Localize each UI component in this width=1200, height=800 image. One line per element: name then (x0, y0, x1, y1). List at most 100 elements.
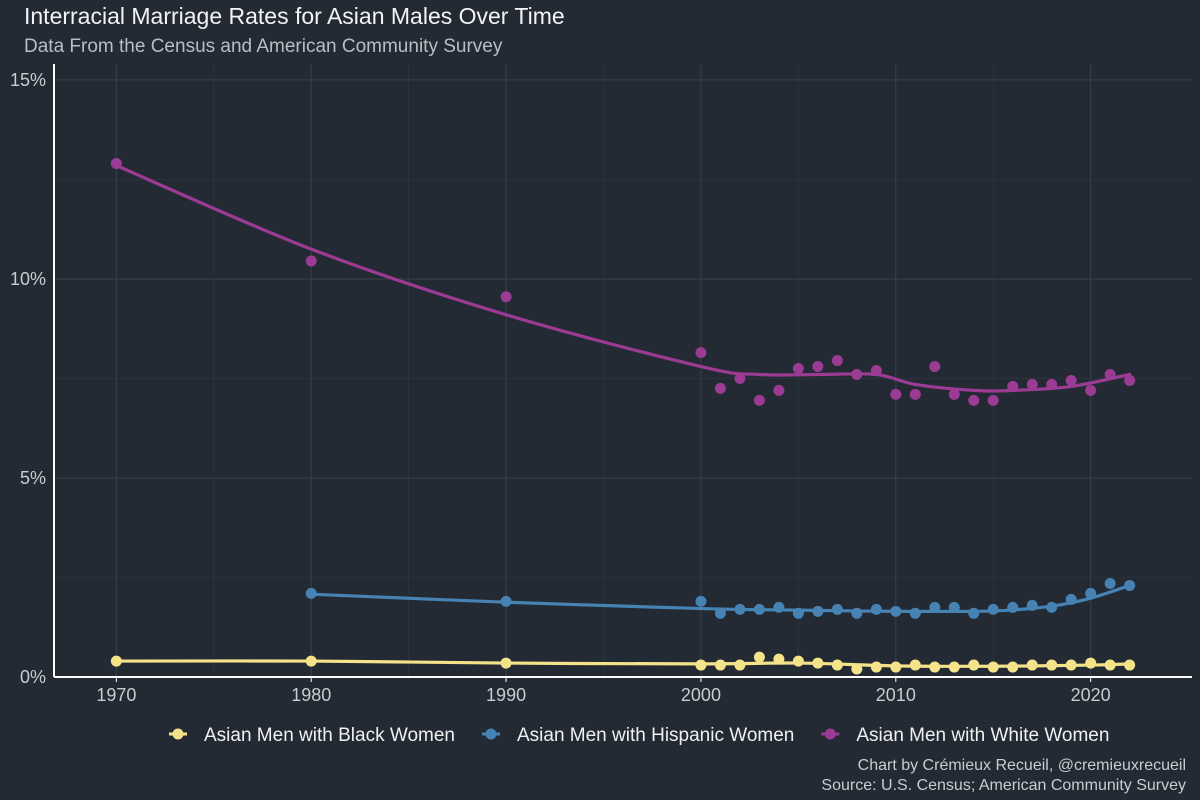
legend-swatch-dot (172, 728, 184, 740)
legend-label: Asian Men with Hispanic Women (517, 725, 794, 746)
data-point-asian-men-with-black-women (695, 659, 707, 671)
data-point-asian-men-with-white-women (773, 384, 785, 396)
data-point-asian-men-with-white-women (1104, 368, 1116, 380)
data-point-asian-men-with-white-women (714, 382, 726, 394)
caption-credit: Chart by Crémieux Recueil, @cremieuxrecu… (858, 757, 1186, 774)
data-point-asian-men-with-hispanic-women (753, 603, 765, 615)
trend-line-asian-men-with-white-women (114, 163, 1132, 393)
data-point-asian-men-with-white-women (1065, 374, 1077, 386)
legend-item-asian-men-with-white-women: Asian Men with White Women (821, 725, 1109, 746)
data-point-asian-men-with-black-women (929, 661, 941, 673)
data-point-asian-men-with-black-women (831, 659, 843, 671)
data-point-asian-men-with-black-women (1065, 659, 1077, 671)
data-point-asian-men-with-hispanic-women (948, 601, 960, 613)
data-point-asian-men-with-black-women (1026, 659, 1038, 671)
data-point-asian-men-with-black-women (909, 659, 921, 671)
data-point-asian-men-with-white-women (1085, 384, 1097, 396)
legend-label: Asian Men with Black Women (204, 725, 455, 746)
chart-subtitle: Data From the Census and American Commun… (24, 36, 503, 57)
data-point-asian-men-with-white-women (870, 365, 882, 376)
legend-swatch-dot (824, 728, 836, 740)
data-point-asian-men-with-white-women (753, 394, 765, 406)
data-point-asian-men-with-hispanic-women (870, 603, 882, 615)
data-point-asian-men-with-hispanic-women (890, 605, 902, 617)
x-tick-label: 1980 (291, 685, 331, 705)
data-point-asian-men-with-hispanic-women (1026, 599, 1038, 611)
data-point-asian-men-with-black-women (1104, 659, 1116, 671)
data-point-asian-men-with-black-women (792, 655, 804, 667)
data-point-asian-men-with-white-women (929, 361, 941, 373)
data-point-asian-men-with-black-women (1007, 661, 1019, 673)
series-asian-men-with-black-women (110, 651, 1136, 675)
data-point-asian-men-with-white-women (909, 388, 921, 400)
data-point-asian-men-with-black-women (734, 659, 746, 671)
x-tick-label: 2020 (1071, 685, 1111, 705)
data-point-asian-men-with-white-women (792, 363, 804, 375)
data-point-asian-men-with-white-women (1124, 374, 1136, 386)
x-tick-label: 2010 (876, 685, 916, 705)
data-point-asian-men-with-black-women (1046, 659, 1058, 671)
data-point-asian-men-with-black-women (773, 653, 785, 665)
data-point-asian-men-with-black-women (305, 655, 317, 667)
data-point-asian-men-with-white-women (987, 394, 999, 406)
data-point-asian-men-with-white-women (734, 372, 746, 384)
series (110, 158, 1136, 675)
data-point-asian-men-with-hispanic-women (734, 603, 746, 615)
data-point-asian-men-with-black-women (890, 661, 902, 673)
data-point-asian-men-with-black-women (110, 655, 122, 667)
data-point-asian-men-with-white-women (968, 394, 980, 406)
x-tick-label: 1970 (96, 685, 136, 705)
data-point-asian-men-with-black-women (500, 657, 512, 669)
data-point-asian-men-with-black-women (812, 657, 824, 669)
data-point-asian-men-with-hispanic-women (812, 605, 824, 617)
grid (54, 64, 1192, 678)
data-point-asian-men-with-white-women (1007, 380, 1019, 392)
data-point-asian-men-with-hispanic-women (1046, 601, 1058, 613)
data-point-asian-men-with-hispanic-women (714, 607, 726, 619)
y-tick-label: 0% (20, 667, 46, 687)
data-point-asian-men-with-hispanic-women (1124, 579, 1136, 591)
data-point-asian-men-with-hispanic-women (831, 603, 843, 615)
data-point-asian-men-with-black-women (851, 663, 863, 675)
data-point-asian-men-with-white-women (110, 158, 122, 170)
data-point-asian-men-with-hispanic-women (305, 587, 317, 599)
x-tick-label: 2000 (681, 685, 721, 705)
data-point-asian-men-with-hispanic-women (929, 601, 941, 613)
data-point-asian-men-with-hispanic-women (1085, 587, 1097, 599)
data-point-asian-men-with-hispanic-women (773, 601, 785, 613)
data-point-asian-men-with-hispanic-women (851, 607, 863, 619)
y-tick-label: 10% (10, 269, 46, 289)
data-point-asian-men-with-hispanic-women (909, 607, 921, 619)
data-point-asian-men-with-black-women (714, 659, 726, 671)
data-point-asian-men-with-hispanic-women (968, 607, 980, 619)
data-point-asian-men-with-hispanic-women (1007, 601, 1019, 613)
legend-item-asian-men-with-black-women: Asian Men with Black Women (169, 725, 455, 746)
data-point-asian-men-with-white-women (1026, 378, 1038, 390)
data-point-asian-men-with-hispanic-women (500, 595, 512, 607)
data-point-asian-men-with-black-women (987, 661, 999, 673)
data-point-asian-men-with-black-women (753, 651, 765, 663)
axes: 0% 5% 10% 15% 1970 1980 1990 2000 2010 2020 (10, 64, 1192, 705)
data-point-asian-men-with-black-women (1124, 659, 1136, 671)
chart-title: Interracial Marriage Rates for Asian Mal… (24, 3, 565, 29)
data-point-asian-men-with-black-women (870, 661, 882, 673)
legend: Asian Men with Black Women Asian Men with… (169, 725, 1109, 746)
data-point-asian-men-with-black-women (948, 661, 960, 673)
y-tick-label: 15% (10, 70, 46, 90)
y-tick-label: 5% (20, 468, 46, 488)
data-point-asian-men-with-hispanic-women (792, 607, 804, 619)
data-point-asian-men-with-hispanic-women (1104, 577, 1116, 589)
data-point-asian-men-with-black-women (1085, 657, 1097, 669)
data-point-asian-men-with-white-women (1046, 378, 1058, 390)
x-tick-label: 1990 (486, 685, 526, 705)
data-point-asian-men-with-white-women (305, 255, 317, 267)
trend-line-asian-men-with-hispanic-women (309, 583, 1132, 614)
data-point-asian-men-with-white-women (831, 355, 843, 367)
data-point-asian-men-with-white-women (812, 361, 824, 373)
data-point-asian-men-with-white-women (851, 368, 863, 380)
legend-label: Asian Men with White Women (856, 725, 1109, 746)
legend-item-asian-men-with-hispanic-women: Asian Men with Hispanic Women (481, 725, 794, 746)
series-asian-men-with-white-women (110, 158, 1136, 406)
caption-source: Source: U.S. Census; American Community … (821, 777, 1186, 794)
